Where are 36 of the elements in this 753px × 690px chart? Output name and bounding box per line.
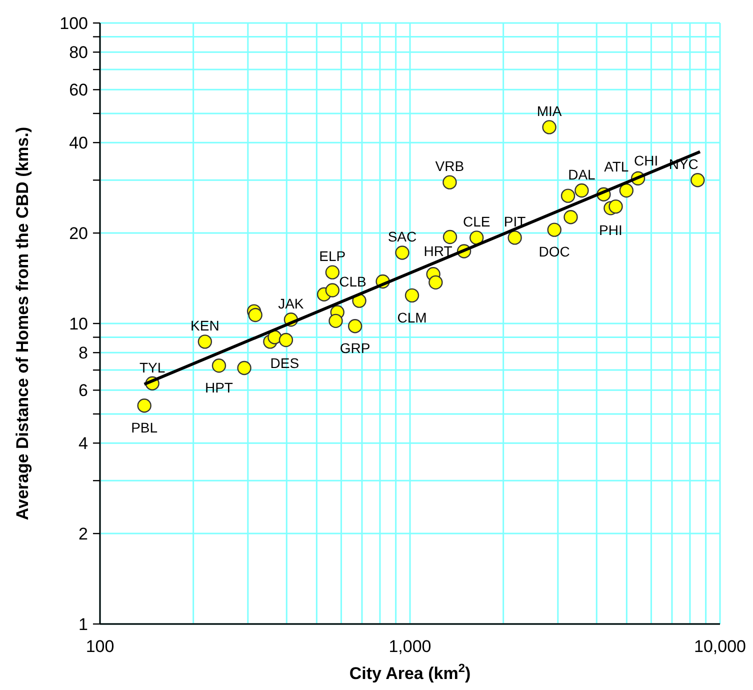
y-tick-label: 1	[78, 614, 88, 634]
annotation: CHI	[634, 152, 658, 168]
annotation: SAC	[388, 228, 417, 245]
annotation: DOC	[538, 244, 570, 260]
annotation: CLE	[462, 214, 490, 230]
annotation: PHI	[599, 222, 622, 238]
annotation: KEN	[190, 318, 220, 334]
annotation: TYL	[139, 359, 166, 376]
annotation: ELP	[319, 248, 346, 264]
y-tick-label: 8	[78, 344, 88, 363]
annotation: HRT	[424, 243, 453, 260]
annotation: CLB	[339, 273, 366, 290]
annotation: DAL	[568, 166, 596, 182]
y-tick-label: 20	[69, 224, 88, 243]
annotation: VRB	[435, 158, 464, 174]
y-tick-label: 6	[78, 381, 88, 400]
annotation: PBL	[131, 420, 158, 436]
y-tick-label: 100	[60, 14, 88, 33]
y-axis-title: Average Distance of Homes from the CBD (kms.)	[13, 126, 32, 520]
annotation: MIA	[536, 103, 562, 120]
annotation: GRP	[340, 340, 370, 356]
x-axis-title: City Area (km$^{2}$)	[349, 661, 471, 683]
y-tick-label: 4	[78, 434, 88, 454]
y-tick-label: 60	[69, 80, 88, 100]
annotation: JAK	[278, 296, 304, 312]
annotation: PIT	[504, 214, 526, 230]
annotation: CLM	[397, 309, 427, 326]
annotation: ATL	[604, 158, 629, 174]
y-tick-label: 10	[69, 314, 88, 334]
x-tick-label: 10,000	[694, 637, 746, 656]
y-tick-label: 2	[78, 524, 88, 544]
annotation: HPT	[204, 380, 234, 396]
y-tick-label: 40	[69, 134, 88, 153]
annotation: DES	[270, 355, 300, 372]
x-tick-label: 1,000	[388, 637, 432, 656]
y-tick-label: 80	[69, 43, 88, 62]
